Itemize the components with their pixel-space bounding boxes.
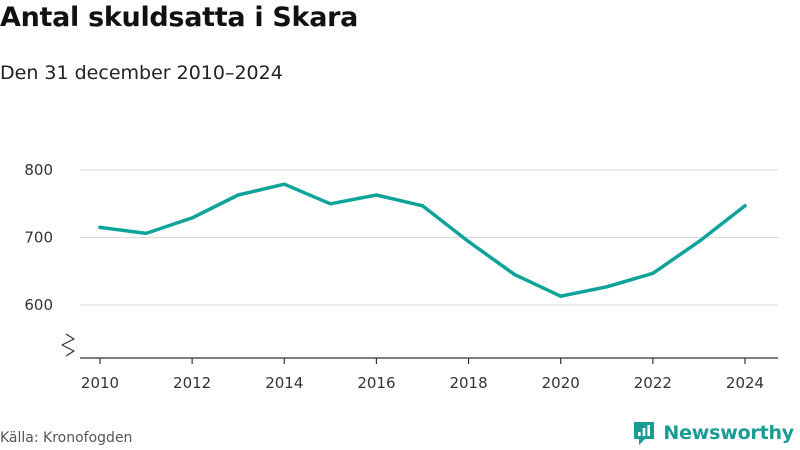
data-point-2024	[743, 204, 747, 208]
chart-title: Antal skuldsatta i Skara	[0, 2, 359, 33]
x-tick-label-2022: 2022	[634, 374, 672, 392]
y-tick-label-700: 700	[24, 229, 53, 247]
data-point-2017	[420, 204, 425, 208]
chart-subtitle: Den 31 december 2010–2024	[0, 62, 283, 84]
y-tick-label-600: 600	[24, 296, 53, 314]
data-point-2021	[605, 285, 609, 289]
data-point-2016	[374, 193, 379, 197]
series-layer	[98, 182, 747, 298]
source-note: Källa: Kronofogden	[0, 430, 133, 446]
data-point-2019	[513, 273, 517, 277]
x-tick-label-2016: 2016	[357, 374, 395, 392]
tick-labels: 600 700 800 2010 2012 2014 2016 2018 2020 2022 202…	[24, 161, 764, 392]
x-tick-label-2010: 2010	[81, 374, 119, 392]
data-point-2020	[559, 294, 563, 298]
y-tick-label-800: 800	[24, 161, 53, 179]
gridlines	[80, 169, 778, 306]
data-point-2022	[651, 271, 655, 275]
data-point-2010	[98, 225, 102, 229]
data-point-2011	[144, 231, 148, 236]
data-point-2023	[697, 239, 701, 244]
brand-name: Newsworthy	[663, 422, 794, 444]
axes	[61, 333, 778, 364]
y-axis-break-icon	[61, 333, 75, 357]
x-tick-label-2020: 2020	[542, 374, 580, 392]
x-tick-label-2024: 2024	[726, 374, 764, 392]
data-point-2015	[328, 202, 332, 206]
series-line-0	[98, 182, 747, 298]
newsworthy-logo-icon	[634, 422, 655, 445]
data-point-2018	[466, 239, 471, 244]
data-point-2012	[190, 216, 194, 220]
x-tick-label-2014: 2014	[265, 374, 303, 392]
data-point-2014	[282, 182, 286, 186]
brand-logo: Newsworthy	[632, 420, 794, 446]
x-tick-label-2012: 2012	[173, 374, 211, 392]
x-tick-label-2018: 2018	[449, 374, 487, 392]
data-point-2013	[236, 193, 240, 197]
